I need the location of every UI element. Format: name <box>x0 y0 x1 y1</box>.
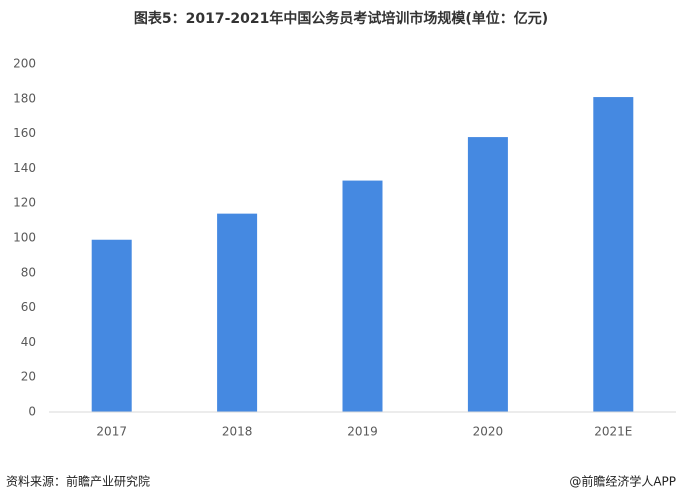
y-tick-label: 0 <box>28 405 36 419</box>
y-tick-label: 80 <box>21 265 36 279</box>
x-tick-label: 2021E <box>594 425 632 439</box>
y-tick-label: 100 <box>13 231 36 245</box>
y-tick-label: 160 <box>13 126 36 140</box>
source: 资料来源：前瞻产业研究院 <box>6 474 150 489</box>
y-tick-label: 20 <box>21 370 36 384</box>
x-tick-label: 2019 <box>347 425 378 439</box>
bar <box>467 137 508 412</box>
x-tick-label: 2020 <box>473 425 504 439</box>
y-tick-label: 120 <box>13 196 36 210</box>
y-tick-label: 200 <box>13 57 36 71</box>
credit: @前瞻经济学人APP <box>569 474 676 489</box>
bar <box>342 180 383 412</box>
chart-title: 图表5：2017-2021年中国公务员考试培训市场规模(单位：亿元) <box>134 10 548 27</box>
x-tick-label: 2017 <box>96 425 127 439</box>
bar <box>217 213 258 412</box>
y-tick-label: 60 <box>21 300 36 314</box>
y-tick-label: 40 <box>21 335 36 349</box>
y-tick-label: 140 <box>13 161 36 175</box>
y-tick-label: 180 <box>13 91 36 105</box>
bar <box>91 239 132 412</box>
x-tick-label: 2018 <box>222 425 253 439</box>
bar <box>593 97 634 412</box>
